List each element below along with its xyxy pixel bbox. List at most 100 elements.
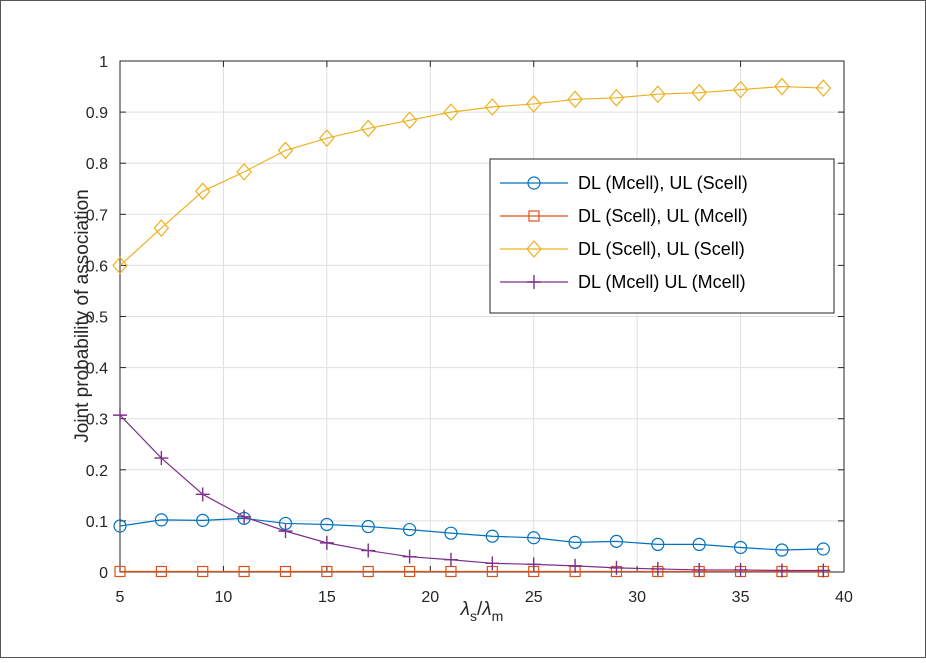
data-point <box>775 543 789 557</box>
legend-label: DL (Mcell) UL (Mcell) <box>578 272 746 292</box>
legend-entry-1: DL (Mcell), UL (Scell) <box>500 173 748 193</box>
legend-label: DL (Scell), UL (Scell) <box>578 239 745 259</box>
y-tick-label: 0.6 <box>86 258 108 275</box>
x-tick-label: 5 <box>116 589 125 606</box>
data-point <box>153 219 170 238</box>
legend-label: DL (Scell), UL (Mcell) <box>578 206 748 226</box>
data-point <box>401 111 418 130</box>
data-point <box>320 517 334 532</box>
data-point <box>816 542 830 556</box>
legend-marker <box>526 240 542 258</box>
data-point <box>196 513 210 527</box>
x-tick-label: 15 <box>318 589 336 606</box>
x-tick-label: 40 <box>835 589 853 606</box>
data-point <box>609 534 624 548</box>
y-tick-label: 0.9 <box>86 105 108 122</box>
legend-box <box>489 158 835 314</box>
series-line <box>119 517 824 551</box>
x-tick-label: 35 <box>732 589 750 606</box>
legend-entry-2: DL (Scell), UL (Mcell) <box>500 206 748 226</box>
data-point <box>691 83 707 102</box>
data-point <box>484 98 501 116</box>
data-point <box>443 552 458 567</box>
data-point <box>609 560 624 575</box>
series-4 <box>113 408 831 578</box>
data-point <box>403 522 417 537</box>
data-point <box>155 565 167 578</box>
legend-marker <box>527 275 541 289</box>
data-point <box>733 540 748 555</box>
data-point <box>444 526 458 540</box>
data-point <box>774 77 790 96</box>
data-point <box>816 563 831 578</box>
y-tick-label: 0.7 <box>86 207 108 224</box>
y-tick-label: 0.4 <box>86 361 108 378</box>
y-tick-label: 0.3 <box>86 412 108 429</box>
data-point <box>815 79 832 97</box>
data-point <box>277 141 294 160</box>
x-label-sub-2: m <box>492 608 504 624</box>
ticks: 5 10 15 20 25 30 35 40 0 0.1 0.2 0.3 0.4 0.5 0.6 0.7 0.8… <box>86 54 853 606</box>
x-axis-label: λs/λm <box>460 599 504 624</box>
data-point <box>527 531 541 545</box>
legend: DL (Mcell), UL (Scell) DL (Scell), UL (Mc… <box>489 158 835 314</box>
data-point <box>651 537 665 552</box>
data-point <box>279 565 292 578</box>
data-point <box>443 103 459 122</box>
data-point <box>197 565 209 578</box>
data-point <box>568 535 582 549</box>
data-point <box>361 543 376 558</box>
data-point <box>154 513 168 527</box>
data-point <box>278 524 293 539</box>
data-point <box>361 519 375 534</box>
x-tick-label: 20 <box>421 589 439 606</box>
data-point <box>485 529 499 543</box>
x-tick-label: 25 <box>525 589 543 606</box>
legend-marker <box>528 210 540 222</box>
y-tick-label: 0.2 <box>86 463 108 480</box>
data-point <box>236 162 252 181</box>
y-tick-label: 0.1 <box>86 514 108 531</box>
y-tick-label: 1 <box>99 54 108 71</box>
y-tick-label: 0 <box>99 565 108 582</box>
data-point <box>404 565 416 578</box>
x-label-slash: / <box>477 599 483 620</box>
data-point <box>650 85 666 104</box>
y-tick-label: 0.5 <box>86 310 108 327</box>
legend-marker <box>527 176 541 190</box>
data-point <box>114 565 126 578</box>
data-point <box>526 557 541 572</box>
data-point <box>692 562 707 577</box>
data-point <box>194 182 211 201</box>
x-label-symbol-2: λ <box>481 599 491 620</box>
x-label-symbol-1: λ <box>460 599 470 620</box>
y-axis-label: Joint probability of association <box>72 189 93 442</box>
data-point <box>360 119 377 138</box>
data-point <box>732 80 749 99</box>
data-point <box>402 549 417 564</box>
data-point <box>321 565 333 578</box>
series <box>112 77 832 578</box>
data-point <box>608 88 625 107</box>
data-point <box>650 561 665 576</box>
data-point <box>112 256 128 275</box>
data-point <box>237 509 252 524</box>
data-point <box>319 129 335 148</box>
data-point <box>774 563 789 578</box>
data-point <box>113 519 127 533</box>
data-point <box>692 537 706 552</box>
data-point <box>238 565 250 578</box>
data-point <box>362 565 374 578</box>
x-label-sub-1: s <box>470 608 477 624</box>
data-point <box>113 408 127 423</box>
data-point <box>319 535 334 550</box>
data-point <box>733 562 748 577</box>
data-point <box>485 556 500 571</box>
data-point <box>567 90 583 109</box>
legend-entry-4: DL (Mcell) UL (Mcell) <box>500 272 746 292</box>
y-tick-label: 0.8 <box>86 156 108 173</box>
data-point <box>568 558 583 573</box>
legend-entry-3: DL (Scell), UL (Scell) <box>500 239 745 259</box>
